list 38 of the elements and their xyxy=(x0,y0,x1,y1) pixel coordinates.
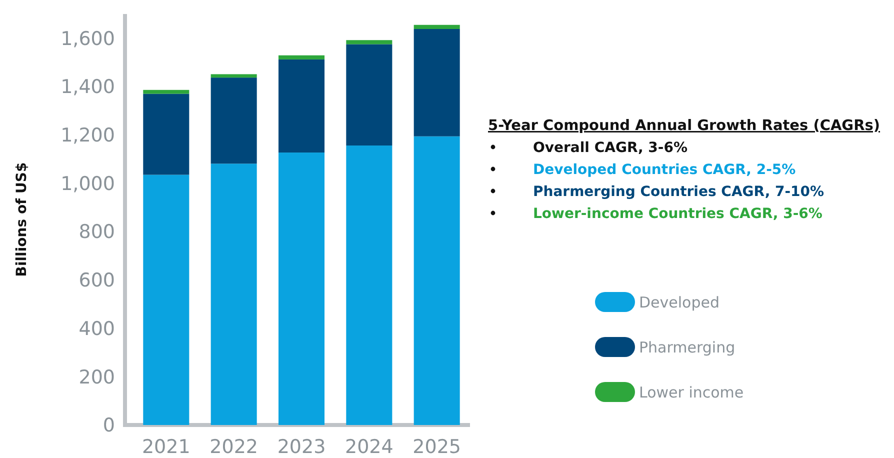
bar xyxy=(346,44,392,146)
y-tick-label: 400 xyxy=(78,318,115,340)
x-tick-label: 2024 xyxy=(344,436,394,458)
x-tick-label: 2021 xyxy=(142,436,190,458)
y-tick-label: 0 xyxy=(102,414,115,437)
legend-label: Developed xyxy=(639,293,720,312)
y-tick-label: 1,200 xyxy=(60,124,115,147)
bar xyxy=(210,78,257,164)
bar xyxy=(143,90,190,94)
bar xyxy=(414,136,460,425)
bar xyxy=(346,146,392,425)
y-tick-label: 1,600 xyxy=(60,28,115,50)
text: Developed Countries CAGR, 2-5% xyxy=(533,162,796,178)
x-tick-label: 2023 xyxy=(277,436,326,458)
bar xyxy=(143,174,190,425)
y-axis-title: Billions of US$ xyxy=(14,162,30,277)
bar xyxy=(414,24,460,29)
y-tick-label: 800 xyxy=(78,221,115,244)
bar xyxy=(278,152,325,425)
x-tick-label: 2022 xyxy=(210,436,258,458)
text: 5-Year Compound Annual Growth Rates (CAGRs) xyxy=(488,118,880,134)
y-tick-label: 1,400 xyxy=(60,76,115,98)
text: Pharmerging Countries CAGR, 7-10% xyxy=(533,184,824,200)
y-tick-label: 600 xyxy=(78,270,115,292)
bar xyxy=(278,59,325,153)
bar xyxy=(346,40,392,44)
legend-label: Lower income xyxy=(639,383,744,402)
bar xyxy=(210,74,257,78)
text: Overall CAGR, 3-6% xyxy=(533,140,688,156)
bar xyxy=(278,55,325,60)
y-tick-label: 200 xyxy=(78,366,115,388)
text: Lower-income Countries CAGR, 3-6% xyxy=(533,206,822,222)
bar xyxy=(414,28,460,136)
y-tick-label: 1,000 xyxy=(60,172,115,195)
legend-label: Pharmerging xyxy=(639,338,736,356)
bar xyxy=(143,94,190,175)
x-tick-label: 2025 xyxy=(412,436,462,458)
bar xyxy=(210,164,257,425)
